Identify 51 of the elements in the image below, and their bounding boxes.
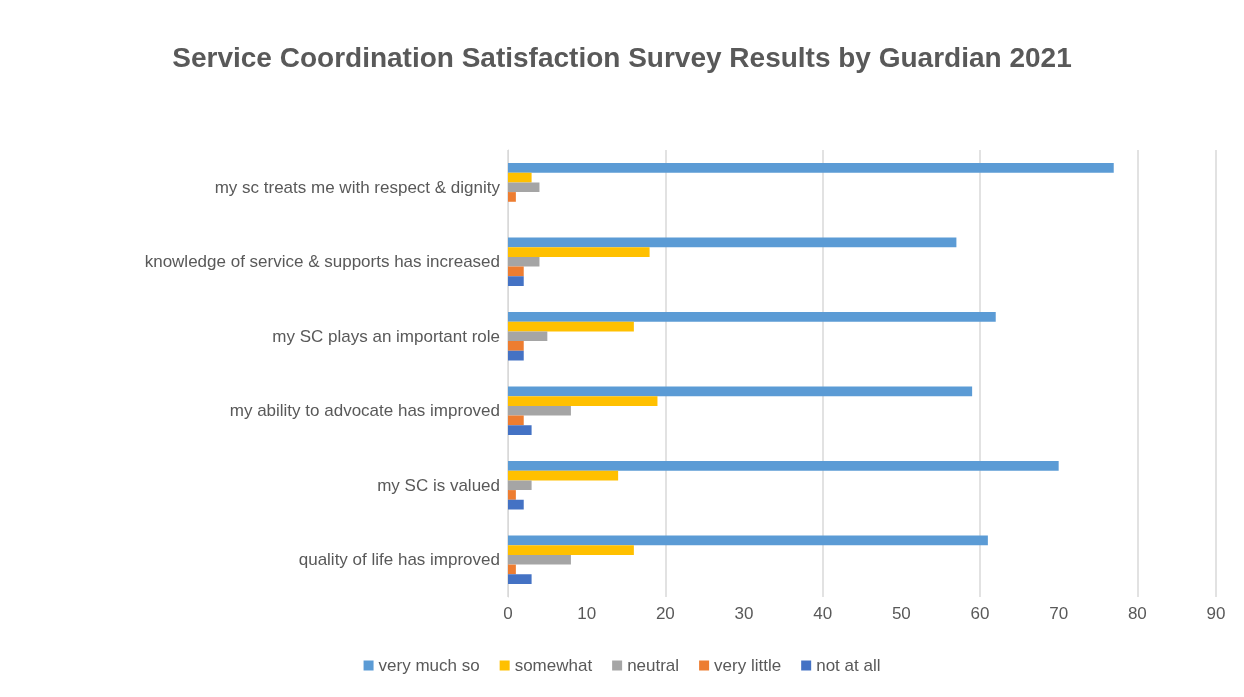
bar bbox=[508, 461, 1059, 471]
y-tick-label: knowledge of service & supports has increased bbox=[144, 252, 500, 272]
bar bbox=[508, 554, 571, 565]
y-tick-label: my ability to advocate has improved bbox=[229, 401, 500, 421]
bar bbox=[508, 312, 996, 322]
bar bbox=[508, 535, 988, 546]
bar bbox=[508, 425, 532, 435]
x-tick-label: 80 bbox=[1127, 604, 1147, 623]
bar bbox=[508, 331, 548, 342]
bar bbox=[508, 564, 516, 575]
x-tick-label: 90 bbox=[1206, 604, 1226, 623]
legend-label: neutral bbox=[627, 656, 680, 675]
x-tick-label: 20 bbox=[655, 604, 675, 623]
bar bbox=[508, 341, 524, 351]
bar bbox=[508, 182, 540, 193]
bar bbox=[508, 247, 650, 257]
legend-label: very little bbox=[714, 656, 782, 675]
bar bbox=[508, 574, 532, 584]
y-tick-label: quality of life has improved bbox=[298, 550, 500, 570]
bar bbox=[508, 237, 957, 248]
y-tick-label: my SC is valued bbox=[377, 475, 500, 495]
bar bbox=[508, 415, 524, 426]
bar bbox=[508, 386, 973, 397]
y-tick-label: my sc treats me with respect & dignity bbox=[214, 177, 501, 197]
bar bbox=[508, 321, 634, 332]
bar bbox=[508, 172, 532, 183]
x-tick-label: 60 bbox=[970, 604, 990, 623]
bar bbox=[508, 480, 532, 491]
bar bbox=[508, 256, 540, 267]
x-tick-label: 0 bbox=[503, 604, 513, 623]
bar bbox=[508, 499, 524, 510]
y-tick-label: my SC plays an important role bbox=[272, 326, 500, 346]
legend-label: not at all bbox=[816, 656, 881, 675]
bar bbox=[508, 192, 516, 202]
legend-label: somewhat bbox=[514, 656, 593, 675]
x-tick-label: 50 bbox=[891, 604, 911, 623]
x-tick-label: 10 bbox=[577, 604, 597, 623]
bar bbox=[508, 545, 634, 555]
legend-label: very much so bbox=[378, 656, 480, 675]
bar bbox=[508, 350, 524, 361]
x-tick-label: 70 bbox=[1049, 604, 1069, 623]
bar bbox=[508, 470, 619, 481]
bar bbox=[508, 266, 524, 277]
bar bbox=[508, 163, 1114, 173]
bar bbox=[508, 396, 658, 406]
bar bbox=[508, 490, 516, 500]
bar bbox=[508, 276, 524, 286]
x-tick-label: 40 bbox=[813, 604, 833, 623]
x-tick-label: 30 bbox=[734, 604, 754, 623]
bar bbox=[508, 405, 571, 416]
chart-title: Service Coordination Satisfaction Survey Results by Guardian 2021 bbox=[172, 41, 1072, 73]
